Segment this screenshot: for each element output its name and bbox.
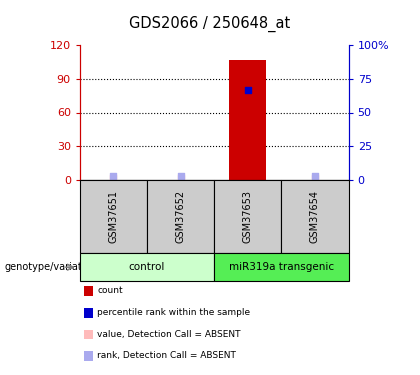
Bar bbox=[80, 180, 147, 253]
Text: miR319a transgenic: miR319a transgenic bbox=[229, 262, 334, 272]
Bar bbox=[147, 180, 214, 253]
Bar bbox=[84, 286, 93, 296]
Bar bbox=[214, 253, 349, 281]
Point bbox=[177, 173, 184, 179]
Text: GSM37651: GSM37651 bbox=[108, 190, 118, 243]
Point bbox=[177, 176, 184, 181]
Text: GSM37652: GSM37652 bbox=[176, 190, 186, 243]
Bar bbox=[84, 351, 93, 361]
Point bbox=[110, 176, 117, 181]
Text: genotype/variation: genotype/variation bbox=[4, 262, 97, 272]
Point bbox=[244, 87, 251, 93]
Point bbox=[110, 173, 117, 179]
Text: GDS2066 / 250648_at: GDS2066 / 250648_at bbox=[129, 16, 291, 33]
Text: percentile rank within the sample: percentile rank within the sample bbox=[97, 308, 251, 317]
Text: control: control bbox=[129, 262, 165, 272]
Bar bbox=[229, 60, 266, 180]
Text: GSM37653: GSM37653 bbox=[243, 190, 253, 243]
Bar bbox=[84, 308, 93, 318]
Bar bbox=[80, 253, 214, 281]
Bar bbox=[214, 180, 281, 253]
Text: GSM37654: GSM37654 bbox=[310, 190, 320, 243]
Text: value, Detection Call = ABSENT: value, Detection Call = ABSENT bbox=[97, 330, 241, 339]
Bar bbox=[84, 330, 93, 339]
Text: count: count bbox=[97, 286, 123, 295]
Point bbox=[312, 173, 318, 179]
Bar bbox=[281, 180, 349, 253]
Text: rank, Detection Call = ABSENT: rank, Detection Call = ABSENT bbox=[97, 351, 236, 360]
Point bbox=[312, 176, 318, 181]
